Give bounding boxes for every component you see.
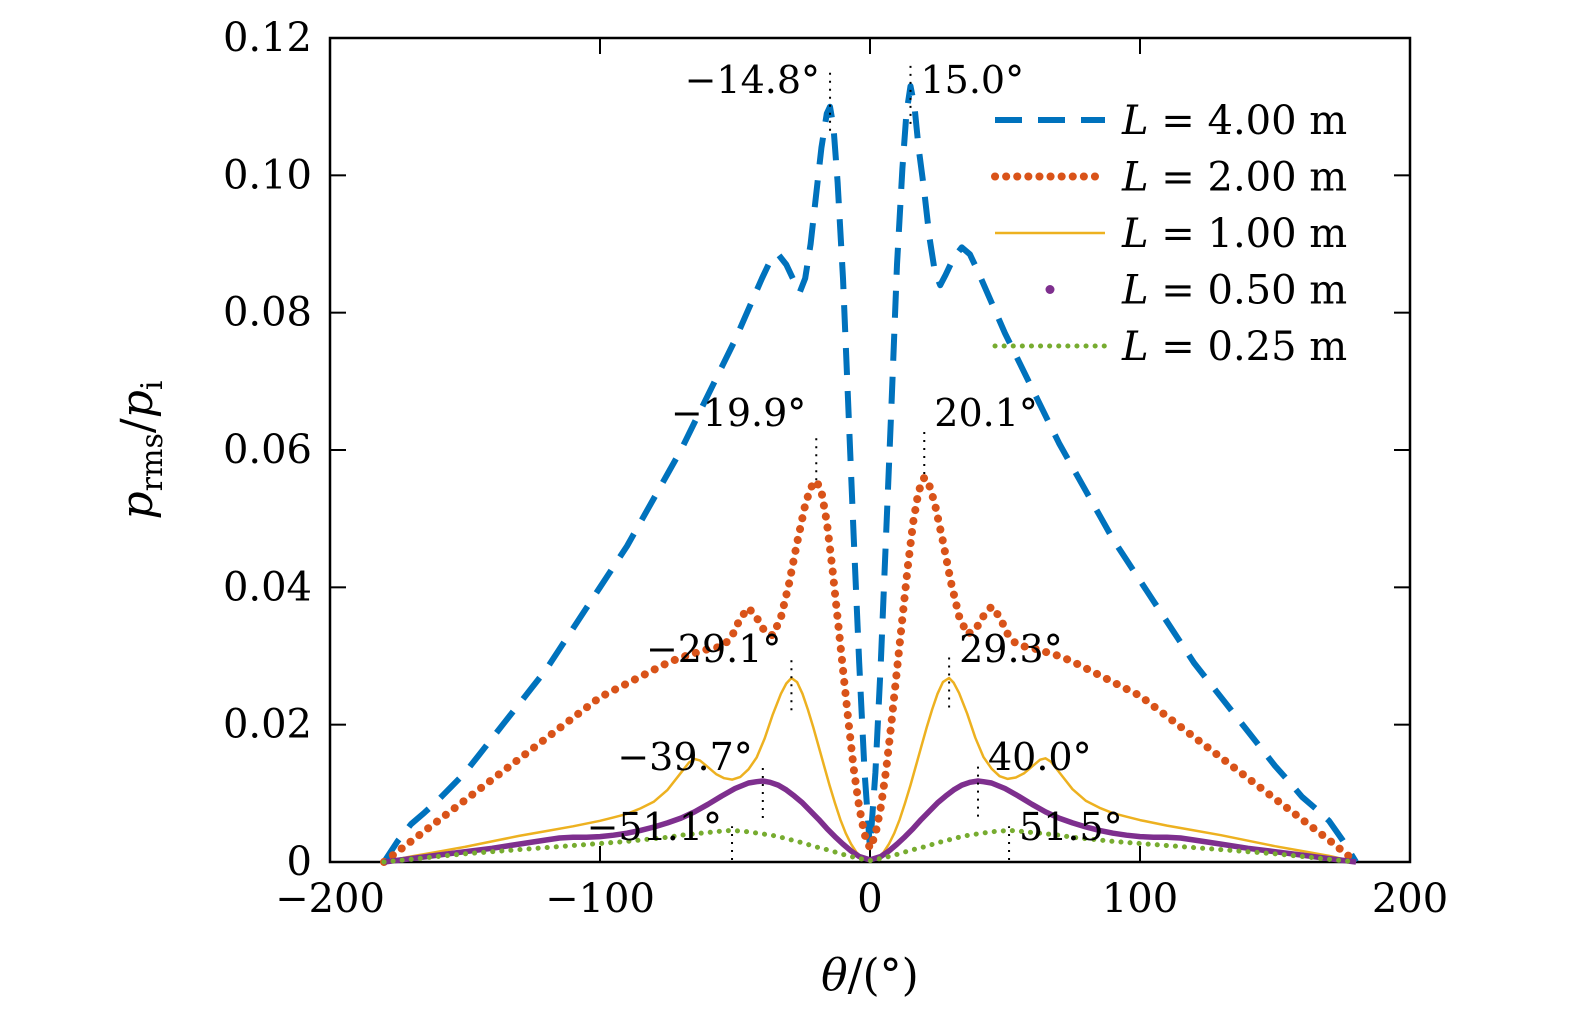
x-tick-label: −100 [545,876,655,922]
legend-label-L-4.00: L = 4.00 m [1121,98,1347,144]
y-tick-label: 0.10 [223,152,312,198]
annotation-label: 51.5° [1019,805,1123,849]
y-axis-label: prms/pi [112,381,170,520]
x-tick-label: −200 [275,876,385,922]
series-line-L-2.00 [380,473,1360,866]
annotation-label: −29.1° [646,627,781,671]
legend-label-L-1.00: L = 1.00 m [1121,211,1347,257]
y-tick-label: 0 [287,839,312,885]
peak-annotations: −14.8° 15.0° −19.9° 20.1° −29.1° 29.3° −39.7° 4… [587,58,1123,860]
series-line-L-0.25 [381,827,1359,865]
series-line-L-4.00 [381,83,1359,864]
annotation-label: −14.8° [685,58,820,102]
annotation-label: −19.9° [671,391,806,435]
axis-ticks [329,37,1411,863]
annotation-label: 20.1° [934,391,1038,435]
legend-label-L-0.25: L = 0.25 m [1121,324,1347,370]
legend-sample-L-0.50 [1045,285,1055,294]
annotation-label: −51.1° [587,805,722,849]
y-tick-label: 0.02 [223,702,312,748]
x-tick-label: 100 [1102,876,1178,922]
x-tick-label: 0 [857,876,882,922]
annotation-label: −39.7° [617,735,752,779]
legend: L = 4.00 m L = 2.00 m L = 1.00 m L = 0.50 m… [991,98,1347,370]
annotation-label: 15.0° [921,58,1025,102]
y-tick-label: 0.12 [223,15,312,61]
y-tick-label: 0.08 [223,290,312,336]
legend-label-L-2.00: L = 2.00 m [1121,155,1347,201]
annotation-label: 40.0° [988,735,1092,779]
legend-label-L-0.50: L = 0.50 m [1121,268,1347,314]
y-tick-label: 0.04 [223,564,312,610]
x-tick-label: 200 [1372,876,1448,922]
y-tick-label: 0.06 [223,427,312,473]
annotation-label: 29.3° [959,627,1063,671]
x-axis-label: θ/(°) [821,950,919,1001]
